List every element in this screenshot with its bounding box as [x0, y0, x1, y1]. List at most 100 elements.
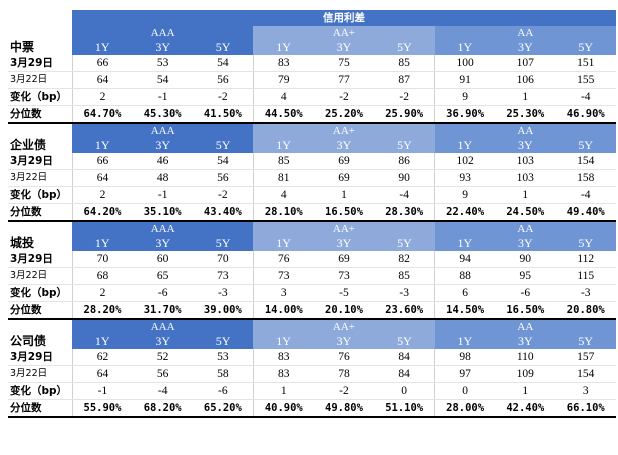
tenor-header: 5Y	[192, 40, 254, 55]
table-cell: -4	[374, 186, 435, 204]
table-cell: 43.40%	[192, 203, 254, 222]
tenor-header: 1Y	[72, 40, 133, 55]
prior-row: 3月22日 68 65 73 73 73 85 88 95 115	[8, 267, 617, 285]
table-cell: 52	[132, 349, 193, 366]
percentile-row: 分位数 64.20% 35.10% 43.40% 28.10% 16.50% 28.30% 2…	[8, 203, 617, 222]
table-cell: 97	[434, 365, 496, 383]
rating-group-row: AAA AA+ AA	[8, 319, 617, 334]
percentile-label: 分位数	[8, 301, 72, 320]
blank-cell	[8, 123, 72, 138]
section-name: 公司债	[8, 334, 72, 349]
rating-group-aa: AA	[434, 319, 617, 334]
table-cell: 0	[434, 382, 496, 400]
table-cell: 56	[132, 365, 193, 383]
table-cell: 49.80%	[313, 399, 375, 418]
current-row: 3月29日 62 52 53 83 76 84 98 110 157	[8, 349, 617, 366]
table-cell: 31.70%	[132, 301, 193, 320]
rating-group-row: AAA AA+ AA	[8, 221, 617, 236]
table-cell: 53	[132, 55, 193, 72]
table-cell: 64.70%	[71, 105, 133, 124]
table-cell: 90	[374, 169, 435, 187]
blank-cell	[8, 319, 72, 334]
table-cell: 68.20%	[132, 399, 193, 418]
table-cell: 1	[495, 186, 556, 204]
table-cell: 2	[71, 284, 133, 302]
tenor-row: 企业债 1Y 3Y 5Y 1Y 3Y 5Y 1Y 3Y 5Y	[8, 138, 617, 153]
percentile-label: 分位数	[8, 105, 72, 124]
blank-cell	[8, 221, 72, 236]
prior-label: 3月22日	[8, 71, 72, 89]
tenor-header: 3Y	[495, 334, 556, 349]
table-cell: 94	[434, 251, 496, 268]
tenor-header: 5Y	[555, 236, 617, 251]
current-row: 3月29日 66 53 54 83 75 85 100 107 151	[8, 55, 617, 72]
rating-group-aa-plus: AA+	[253, 26, 435, 40]
table-cell: 70	[71, 251, 133, 268]
table-cell: 48	[132, 169, 193, 187]
table-cell: 76	[313, 349, 375, 366]
table-cell: 56	[192, 169, 254, 187]
section-name: 中票	[8, 40, 72, 55]
prior-label: 3月22日	[8, 365, 72, 383]
tenor-header: 5Y	[555, 334, 617, 349]
table-cell: 51.10%	[374, 399, 435, 418]
table-cell: 66	[71, 55, 133, 72]
table-cell: 58	[192, 365, 254, 383]
table-cell: 20.80%	[555, 301, 617, 320]
table-cell: 81	[252, 169, 314, 187]
table-cell: 60	[132, 251, 193, 268]
table-cell: 65	[132, 267, 193, 285]
tenor-header: 3Y	[132, 138, 193, 153]
section-name: 企业债	[8, 138, 72, 153]
table-cell: 14.00%	[252, 301, 314, 320]
table-cell: -1	[71, 382, 133, 400]
table-cell: 154	[555, 365, 617, 383]
prior-row: 3月22日 64 54 56 79 77 87 91 106 155	[8, 71, 617, 89]
change-row: 变化（bp） 2 -6 -3 3 -5 -3 6 -6 -3	[8, 284, 617, 302]
table-cell: 103	[495, 153, 556, 170]
current-label: 3月29日	[8, 251, 72, 268]
table-cell: 66	[71, 153, 133, 170]
table-cell: -4	[132, 382, 193, 400]
current-label: 3月29日	[8, 349, 72, 366]
rating-group-row: AAA AA+ AA	[8, 123, 617, 138]
tenor-header: 5Y	[555, 138, 617, 153]
table-cell: 64	[71, 169, 133, 187]
table-cell: 115	[555, 267, 617, 285]
table-cell: -3	[555, 284, 617, 302]
table-cell: 54	[192, 55, 254, 72]
table-cell: 9	[434, 186, 496, 204]
change-label: 变化（bp）	[8, 382, 72, 400]
table-cell: 77	[313, 71, 375, 89]
table-cell: 109	[495, 365, 556, 383]
table-cell: 65.20%	[192, 399, 254, 418]
table-cell: 1	[495, 88, 556, 106]
table-cell: 102	[434, 153, 496, 170]
table-cell: 35.10%	[132, 203, 193, 222]
table-cell: 54	[132, 71, 193, 89]
table-cell: 39.00%	[192, 301, 254, 320]
blank-cell	[8, 26, 72, 40]
table-cell: 56	[192, 71, 254, 89]
tenor-header: 1Y	[434, 138, 496, 153]
tenor-header: 3Y	[132, 334, 193, 349]
tenor-header: 5Y	[192, 138, 254, 153]
table-cell: 154	[555, 153, 617, 170]
table-cell: 44.50%	[252, 105, 314, 124]
table-cell: -3	[192, 284, 254, 302]
table-cell: 73	[313, 267, 375, 285]
table-cell: 23.60%	[374, 301, 435, 320]
tenor-header: 1Y	[434, 236, 496, 251]
table-cell: 85	[374, 55, 435, 72]
tenor-header: 1Y	[72, 334, 133, 349]
table-cell: 28.00%	[434, 399, 496, 418]
table-cell: 82	[374, 251, 435, 268]
percentile-row: 分位数 64.70% 45.30% 41.50% 44.50% 25.20% 25.90% 3…	[8, 105, 617, 124]
table-cell: 4	[252, 186, 314, 204]
table-cell: 0	[374, 382, 435, 400]
table-cell: -1	[132, 88, 193, 106]
table-cell: 1	[495, 382, 556, 400]
corner-cell	[8, 10, 72, 26]
tenor-row: 城投 1Y 3Y 5Y 1Y 3Y 5Y 1Y 3Y 5Y	[8, 236, 617, 251]
table-cell: 79	[252, 71, 314, 89]
